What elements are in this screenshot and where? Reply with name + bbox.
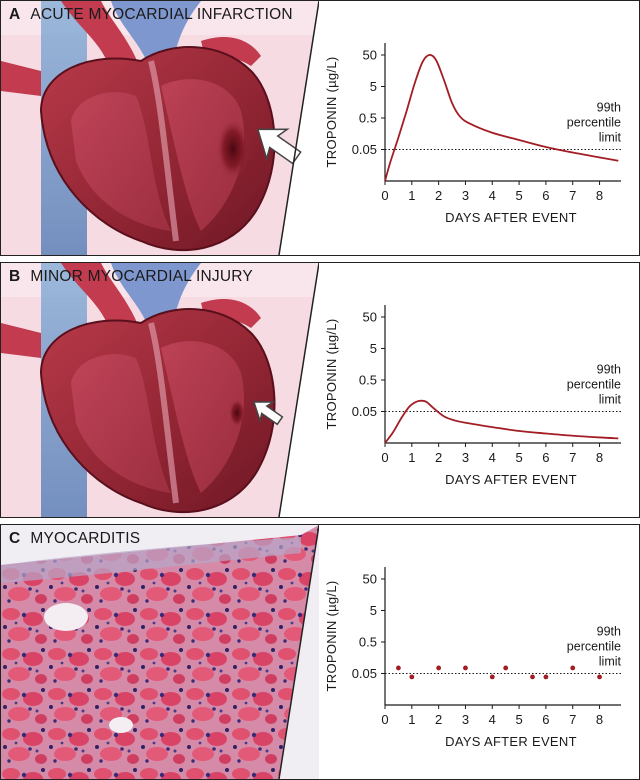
y-tick-label: 50 [363,309,377,324]
panel-title-text-a: ACUTE MYOCARDIAL INFARCTION [30,6,293,23]
threshold-label-line: limit [599,392,622,406]
threshold-label-line: 99th [597,100,621,114]
threshold-label-line: limit [599,654,622,668]
y-tick-label: 0.05 [352,142,377,157]
panel-c: C MYOCARDITIS 0.05 0.5 5 50 0 1 2 3 4 5 6 7 8 DAYS AFT… [0,524,640,780]
panel-letter-b: B [9,268,21,285]
x-tick-label: 8 [596,188,603,203]
troponin-series-line [384,399,619,444]
panel-title-text-b: MINOR MYOCARDIAL INJURY [30,268,253,285]
heart-illustration-b [1,263,319,517]
x-tick-label: 2 [435,712,442,727]
troponin-data-point [530,674,535,680]
x-tick-label: 4 [489,450,496,465]
panel-title-a: A ACUTE MYOCARDIAL INFARCTION [9,6,293,24]
y-axis-title: TROPONIN (µg/L) [324,57,339,168]
x-tick-label: 6 [542,188,549,203]
x-tick-label: 3 [462,712,469,727]
x-tick-label: 8 [596,712,603,727]
threshold-label-line: percentile [567,115,621,129]
axes: 0.05 0.5 5 50 0 1 2 3 4 5 6 7 8 [352,305,621,465]
panel-letter-c: C [9,530,21,547]
x-tick-label: 1 [408,188,415,203]
troponin-data-point [543,674,549,680]
x-tick-label: 1 [408,712,415,727]
x-tick-label: 3 [462,450,469,465]
heart-illustration-a [1,1,319,255]
troponin-data-point [489,674,495,680]
x-tick-label: 6 [542,450,549,465]
troponin-data-point [463,665,468,671]
panel-letter-a: A [9,6,21,23]
x-tick-label: 4 [489,188,496,203]
y-tick-label: 50 [363,571,377,586]
axes: 0.05 0.5 5 50 0 1 2 3 4 5 6 7 8 [352,43,621,203]
y-tick-label: 5 [370,79,377,94]
troponin-data-point [503,665,509,671]
troponin-data-point [409,674,415,680]
threshold-label-line: percentile [567,377,621,391]
threshold-label-line: 99th [597,624,621,638]
panel-title-c: C MYOCARDITIS [9,530,140,548]
x-axis-title: DAYS AFTER EVENT [445,210,577,225]
x-tick-label: 5 [515,188,522,203]
panel-b: B MINOR MYOCARDIAL INJURY 0.05 0.5 5 50 0 1 2 3 4… [0,262,640,518]
troponin-chart-a: 0.05 0.5 5 50 0 1 2 3 4 5 6 7 8 DAYS AFTER EVENT TROPO… [324,43,622,225]
y-tick-label: 0.05 [352,666,377,681]
threshold-label-line: percentile [567,639,621,653]
y-axis-title: TROPONIN (µg/L) [324,319,339,430]
y-axis-title: TROPONIN (µg/L) [324,581,339,692]
x-tick-label: 0 [381,450,388,465]
x-tick-label: 4 [489,712,496,727]
y-tick-label: 0.5 [359,110,377,125]
troponin-data-point [436,665,442,671]
x-tick-label: 0 [381,188,388,203]
x-tick-label: 6 [542,712,549,727]
x-tick-label: 7 [569,450,576,465]
y-tick-label: 5 [370,341,377,356]
x-tick-label: 7 [569,188,576,203]
x-axis-title: DAYS AFTER EVENT [445,472,577,487]
troponin-data-point [570,665,576,671]
x-tick-label: 7 [569,712,576,727]
panel-title-b: B MINOR MYOCARDIAL INJURY [9,268,253,286]
panel-a: A ACUTE MYOCARDIAL INFARCTION 0.05 0.5 5 50 0… [0,0,640,256]
troponin-data-point [396,665,401,671]
threshold-label-line: 99th [597,362,621,376]
troponin-series-line [384,54,619,182]
x-tick-label: 8 [596,450,603,465]
troponin-chart-c: 0.05 0.5 5 50 0 1 2 3 4 5 6 7 8 DAYS AFTER EVENT TROPO… [324,567,622,749]
y-tick-label: 5 [370,603,377,618]
x-tick-label: 5 [515,450,522,465]
x-tick-label: 2 [435,188,442,203]
troponin-data-point [597,674,602,680]
panel-title-text-c: MYOCARDITIS [30,530,141,547]
axes: 0.05 0.5 5 50 0 1 2 3 4 5 6 7 8 [352,567,621,727]
x-tick-label: 0 [381,712,388,727]
y-tick-label: 0.5 [359,372,377,387]
troponin-chart-b: 0.05 0.5 5 50 0 1 2 3 4 5 6 7 8 DAYS AFTER EVENT TROPO… [324,305,622,487]
x-tick-label: 2 [435,450,442,465]
x-tick-label: 3 [462,188,469,203]
y-tick-label: 0.5 [359,634,377,649]
histology-micrograph [1,525,319,779]
x-tick-label: 1 [408,450,415,465]
threshold-label-line: limit [599,130,622,144]
y-tick-label: 0.05 [352,404,377,419]
x-axis-title: DAYS AFTER EVENT [445,734,577,749]
x-tick-label: 5 [515,712,522,727]
y-tick-label: 50 [363,47,377,62]
